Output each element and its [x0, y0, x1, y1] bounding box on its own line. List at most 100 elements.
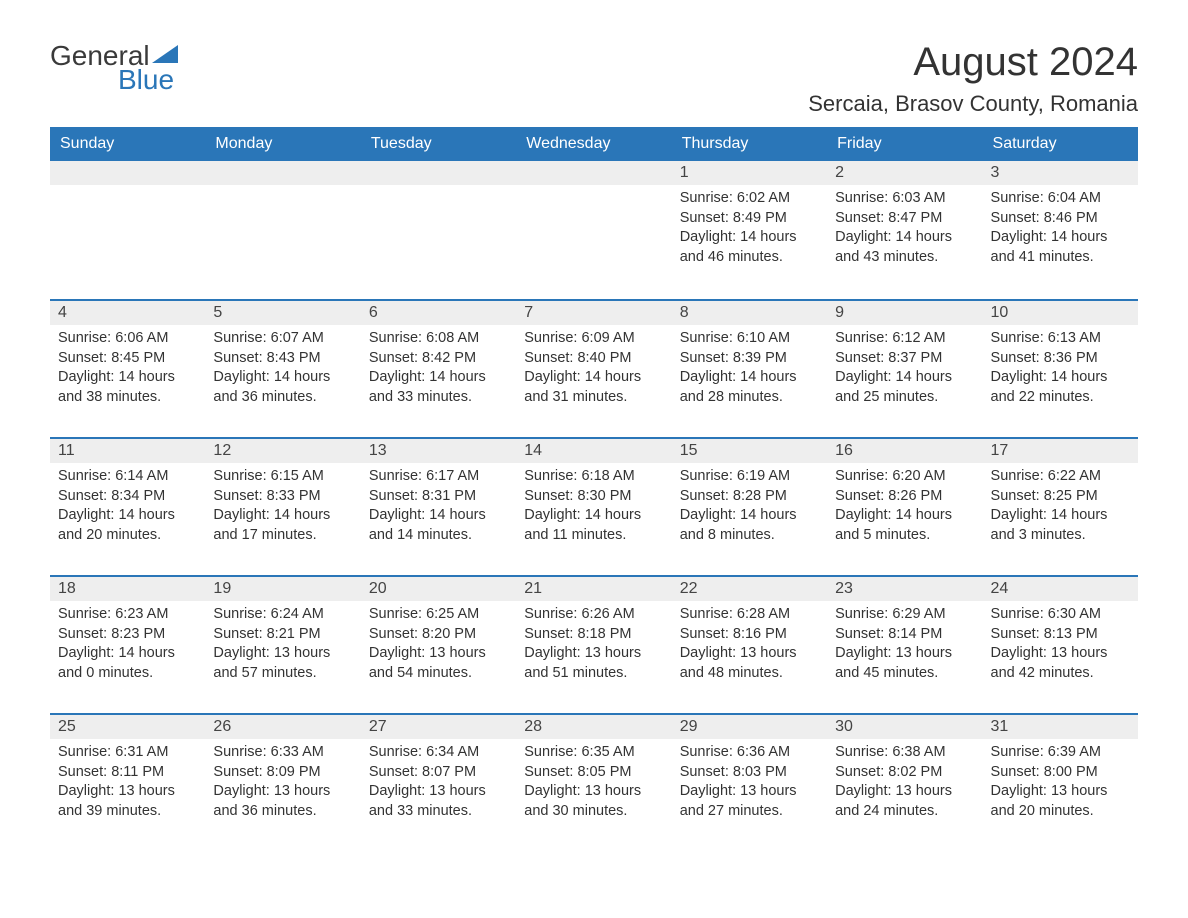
sunset-text: Sunset: 8:07 PM [369, 763, 508, 783]
month-title: August 2024 [808, 40, 1138, 85]
calendar-day-cell [361, 161, 516, 299]
calendar-day-cell: 5Sunrise: 6:07 AMSunset: 8:43 PMDaylight… [205, 299, 360, 437]
day-details: Sunrise: 6:10 AMSunset: 8:39 PMDaylight:… [672, 325, 827, 413]
day-number: 12 [205, 437, 360, 463]
calendar-day-cell: 29Sunrise: 6:36 AMSunset: 8:03 PMDayligh… [672, 713, 827, 851]
day-number: 30 [827, 713, 982, 739]
sunrise-text: Sunrise: 6:12 AM [835, 329, 974, 349]
sunrise-text: Sunrise: 6:06 AM [58, 329, 197, 349]
day-number: 21 [516, 575, 671, 601]
sunset-text: Sunset: 8:49 PM [680, 209, 819, 229]
calendar-week-row: 1Sunrise: 6:02 AMSunset: 8:49 PMDaylight… [50, 161, 1138, 299]
title-block: August 2024 Sercaia, Brasov County, Roma… [808, 40, 1138, 117]
day-details: Sunrise: 6:15 AMSunset: 8:33 PMDaylight:… [205, 463, 360, 551]
sunrise-text: Sunrise: 6:35 AM [524, 743, 663, 763]
calendar-day-cell: 1Sunrise: 6:02 AMSunset: 8:49 PMDaylight… [672, 161, 827, 299]
sunset-text: Sunset: 8:30 PM [524, 487, 663, 507]
sunrise-text: Sunrise: 6:19 AM [680, 467, 819, 487]
daylight-text: Daylight: 13 hours and 42 minutes. [991, 644, 1130, 683]
brand-logo: General Blue [50, 40, 178, 96]
weekday-header: Friday [827, 127, 982, 161]
daylight-text: Daylight: 14 hours and 20 minutes. [58, 506, 197, 545]
daylight-text: Daylight: 14 hours and 22 minutes. [991, 368, 1130, 407]
daylight-text: Daylight: 14 hours and 36 minutes. [213, 368, 352, 407]
day-details: Sunrise: 6:18 AMSunset: 8:30 PMDaylight:… [516, 463, 671, 551]
calendar-day-cell: 31Sunrise: 6:39 AMSunset: 8:00 PMDayligh… [983, 713, 1138, 851]
sunrise-text: Sunrise: 6:22 AM [991, 467, 1130, 487]
calendar-day-cell: 13Sunrise: 6:17 AMSunset: 8:31 PMDayligh… [361, 437, 516, 575]
day-details: Sunrise: 6:33 AMSunset: 8:09 PMDaylight:… [205, 739, 360, 827]
daylight-text: Daylight: 13 hours and 27 minutes. [680, 782, 819, 821]
weekday-header: Wednesday [516, 127, 671, 161]
day-details: Sunrise: 6:06 AMSunset: 8:45 PMDaylight:… [50, 325, 205, 413]
sunset-text: Sunset: 8:09 PM [213, 763, 352, 783]
calendar-day-cell: 15Sunrise: 6:19 AMSunset: 8:28 PMDayligh… [672, 437, 827, 575]
calendar-day-cell [516, 161, 671, 299]
day-number: 26 [205, 713, 360, 739]
weekday-header: Sunday [50, 127, 205, 161]
day-number: 6 [361, 299, 516, 325]
sunrise-text: Sunrise: 6:39 AM [991, 743, 1130, 763]
daylight-text: Daylight: 14 hours and 3 minutes. [991, 506, 1130, 545]
sunset-text: Sunset: 8:47 PM [835, 209, 974, 229]
sunrise-text: Sunrise: 6:02 AM [680, 189, 819, 209]
page-header: General Blue August 2024 Sercaia, Brasov… [50, 40, 1138, 117]
sunrise-text: Sunrise: 6:10 AM [680, 329, 819, 349]
sunrise-text: Sunrise: 6:17 AM [369, 467, 508, 487]
sunset-text: Sunset: 8:34 PM [58, 487, 197, 507]
empty-day [50, 161, 205, 185]
calendar-day-cell: 30Sunrise: 6:38 AMSunset: 8:02 PMDayligh… [827, 713, 982, 851]
day-details: Sunrise: 6:24 AMSunset: 8:21 PMDaylight:… [205, 601, 360, 689]
day-number: 2 [827, 161, 982, 185]
sunrise-text: Sunrise: 6:13 AM [991, 329, 1130, 349]
empty-day [516, 161, 671, 185]
day-number: 7 [516, 299, 671, 325]
day-details: Sunrise: 6:39 AMSunset: 8:00 PMDaylight:… [983, 739, 1138, 827]
sunset-text: Sunset: 8:03 PM [680, 763, 819, 783]
day-details: Sunrise: 6:04 AMSunset: 8:46 PMDaylight:… [983, 185, 1138, 273]
day-details: Sunrise: 6:25 AMSunset: 8:20 PMDaylight:… [361, 601, 516, 689]
day-number: 28 [516, 713, 671, 739]
calendar-week-row: 4Sunrise: 6:06 AMSunset: 8:45 PMDaylight… [50, 299, 1138, 437]
sunrise-text: Sunrise: 6:29 AM [835, 605, 974, 625]
day-details: Sunrise: 6:36 AMSunset: 8:03 PMDaylight:… [672, 739, 827, 827]
day-details: Sunrise: 6:34 AMSunset: 8:07 PMDaylight:… [361, 739, 516, 827]
sunrise-text: Sunrise: 6:04 AM [991, 189, 1130, 209]
calendar-day-cell: 12Sunrise: 6:15 AMSunset: 8:33 PMDayligh… [205, 437, 360, 575]
day-details: Sunrise: 6:09 AMSunset: 8:40 PMDaylight:… [516, 325, 671, 413]
calendar-day-cell [50, 161, 205, 299]
calendar-week-row: 18Sunrise: 6:23 AMSunset: 8:23 PMDayligh… [50, 575, 1138, 713]
calendar-day-cell: 7Sunrise: 6:09 AMSunset: 8:40 PMDaylight… [516, 299, 671, 437]
location-subtitle: Sercaia, Brasov County, Romania [808, 91, 1138, 117]
calendar-day-cell: 20Sunrise: 6:25 AMSunset: 8:20 PMDayligh… [361, 575, 516, 713]
sunset-text: Sunset: 8:40 PM [524, 349, 663, 369]
sunrise-text: Sunrise: 6:18 AM [524, 467, 663, 487]
sunrise-text: Sunrise: 6:15 AM [213, 467, 352, 487]
calendar-day-cell: 14Sunrise: 6:18 AMSunset: 8:30 PMDayligh… [516, 437, 671, 575]
day-details: Sunrise: 6:28 AMSunset: 8:16 PMDaylight:… [672, 601, 827, 689]
sunrise-text: Sunrise: 6:09 AM [524, 329, 663, 349]
daylight-text: Daylight: 14 hours and 17 minutes. [213, 506, 352, 545]
day-details: Sunrise: 6:17 AMSunset: 8:31 PMDaylight:… [361, 463, 516, 551]
calendar-body: 1Sunrise: 6:02 AMSunset: 8:49 PMDaylight… [50, 161, 1138, 851]
daylight-text: Daylight: 14 hours and 8 minutes. [680, 506, 819, 545]
day-number: 18 [50, 575, 205, 601]
sunrise-text: Sunrise: 6:26 AM [524, 605, 663, 625]
calendar-day-cell: 27Sunrise: 6:34 AMSunset: 8:07 PMDayligh… [361, 713, 516, 851]
calendar-day-cell: 28Sunrise: 6:35 AMSunset: 8:05 PMDayligh… [516, 713, 671, 851]
sunset-text: Sunset: 8:28 PM [680, 487, 819, 507]
day-details: Sunrise: 6:08 AMSunset: 8:42 PMDaylight:… [361, 325, 516, 413]
day-number: 25 [50, 713, 205, 739]
day-number: 20 [361, 575, 516, 601]
calendar-day-cell: 19Sunrise: 6:24 AMSunset: 8:21 PMDayligh… [205, 575, 360, 713]
sunset-text: Sunset: 8:26 PM [835, 487, 974, 507]
daylight-text: Daylight: 13 hours and 57 minutes. [213, 644, 352, 683]
sunrise-text: Sunrise: 6:31 AM [58, 743, 197, 763]
day-details: Sunrise: 6:38 AMSunset: 8:02 PMDaylight:… [827, 739, 982, 827]
day-number: 11 [50, 437, 205, 463]
calendar-day-cell: 22Sunrise: 6:28 AMSunset: 8:16 PMDayligh… [672, 575, 827, 713]
sunset-text: Sunset: 8:11 PM [58, 763, 197, 783]
sunrise-text: Sunrise: 6:14 AM [58, 467, 197, 487]
calendar-day-cell: 25Sunrise: 6:31 AMSunset: 8:11 PMDayligh… [50, 713, 205, 851]
sunset-text: Sunset: 8:23 PM [58, 625, 197, 645]
